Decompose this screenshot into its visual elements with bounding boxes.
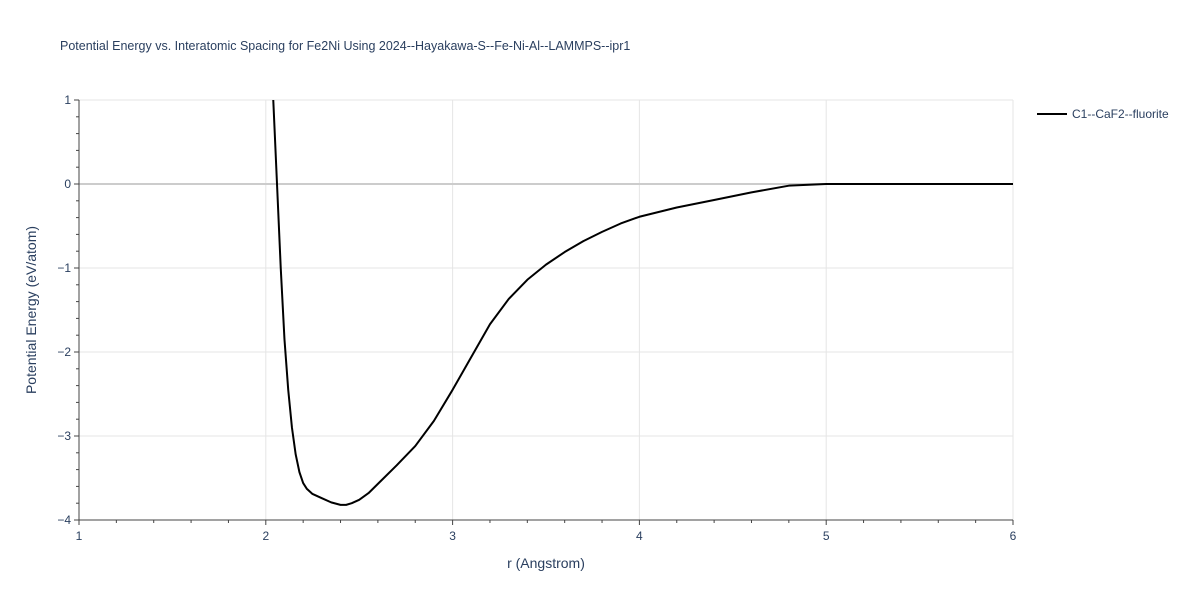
y-axis-title: Potential Energy (eV/atom) — [23, 226, 39, 394]
x-tick-label: 4 — [636, 529, 643, 543]
grid — [79, 99, 1014, 520]
x-tick-label: 3 — [449, 529, 456, 543]
legend[interactable]: C1--CaF2--fluorite — [1037, 107, 1169, 121]
x-tick-label: 1 — [76, 529, 83, 543]
y-tick-label: 1 — [64, 93, 71, 107]
x-tick-label: 6 — [1010, 529, 1017, 543]
y-tick-label: −1 — [57, 261, 71, 275]
y-ticks: 1 0 −1 −2 −3 −4 — [57, 93, 79, 527]
axes — [78, 100, 1013, 521]
x-axis-title: r (Angstrom) — [507, 555, 585, 571]
y-tick-label: 0 — [64, 177, 71, 191]
chart-title: Potential Energy vs. Interatomic Spacing… — [60, 39, 630, 53]
x-tick-label: 2 — [262, 529, 269, 543]
y-tick-label: −3 — [57, 429, 71, 443]
x-tick-label: 5 — [823, 529, 830, 543]
series-line — [272, 100, 1013, 506]
y-tick-label: −2 — [57, 345, 71, 359]
series-layer — [272, 100, 1013, 506]
legend-label: C1--CaF2--fluorite — [1072, 107, 1169, 121]
y-tick-label: −4 — [57, 513, 71, 527]
x-ticks: 1 2 3 4 5 6 — [76, 520, 1017, 543]
